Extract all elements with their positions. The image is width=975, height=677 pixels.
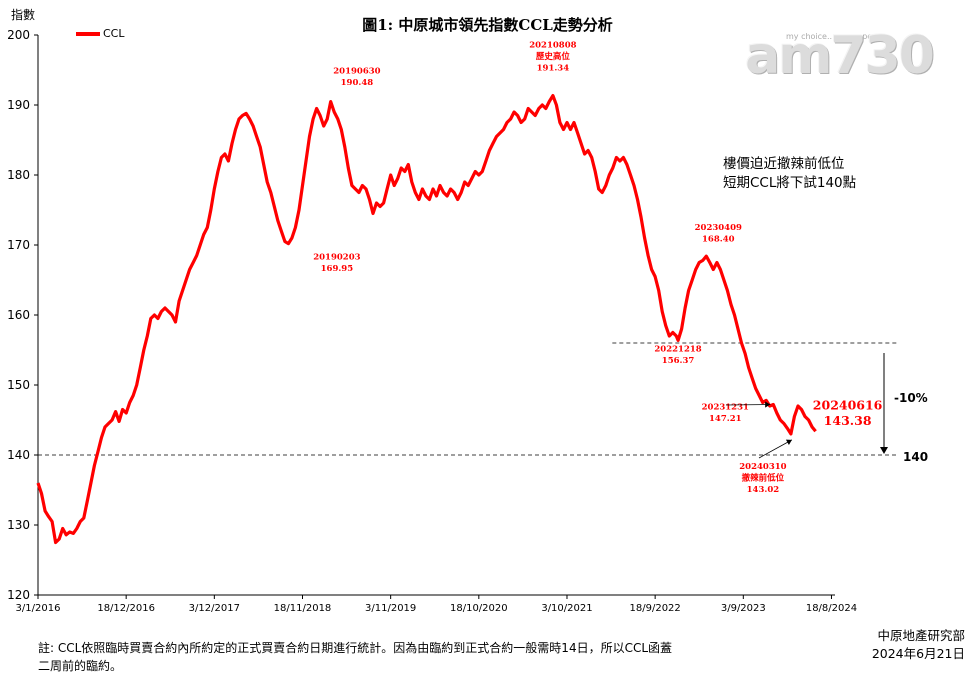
chart-title: 圖1: 中原城市領先指數CCL走勢分析 (362, 16, 613, 34)
source-block: 中原地產研究部 2024年6月21日 (872, 627, 965, 663)
annotation-label-20231231: 147.21 (709, 414, 742, 424)
x-tick-label: 18/9/2022 (630, 603, 681, 614)
y-tick-label: 140 (7, 448, 30, 462)
annotation-label-20210808: 20210808 (529, 41, 576, 51)
annotation-label-20240310: 20240310 (739, 462, 786, 472)
x-tick-label: 18/10/2020 (450, 603, 508, 614)
commentary-text: 樓價迫近撤辣前低位 短期CCL將下試140點 (723, 155, 856, 193)
annotation-label-20231231: 20231231 (702, 403, 749, 413)
reference-lines: 140 -10% (38, 342, 928, 464)
x-tick-label: 3/11/2019 (365, 603, 416, 614)
commentary-line-2: 短期CCL將下試140點 (723, 175, 857, 191)
am730-logo: am730 (745, 26, 935, 86)
annotation-label-20190630: 190.48 (341, 78, 374, 88)
logo-tagline: my choice... my paper (786, 32, 876, 41)
ref-label-140: 140 (903, 450, 928, 464)
y-tick-label: 150 (7, 378, 30, 392)
y-tick-label: 190 (7, 98, 30, 112)
chart-axes: 120 130 140 150 160 170 180 190 200 3/1/2016 18/12… (7, 28, 857, 614)
chart-legend: CCL (76, 27, 125, 40)
x-tick-label: 18/8/2024 (806, 603, 857, 614)
x-tick-label: 18/11/2018 (274, 603, 332, 614)
drop-arrow-head (880, 447, 888, 454)
x-tick-label: 3/10/2021 (541, 603, 592, 614)
annotation-label-20210808: 歷史高位 (536, 51, 571, 62)
drop-percent-label: -10% (894, 391, 928, 405)
y-tick-label: 200 (7, 28, 30, 42)
source-name: 中原地產研究部 (877, 628, 965, 643)
commentary-line-1: 樓價迫近撤辣前低位 (723, 156, 845, 172)
y-tick-label: 120 (7, 588, 30, 602)
footnote: 註: CCL依照臨時買賣合約內所約定的正式買賣合約日期進行統計。因為由臨約到正式… (38, 641, 673, 673)
annotation-label-20210808: 191.34 (537, 64, 570, 74)
annotation-label-20230409: 20230409 (695, 223, 742, 233)
series-ccl (36, 93, 817, 545)
legend-swatch-ccl (76, 31, 100, 36)
x-tick-label: 18/12/2016 (97, 603, 155, 614)
annotation-label-20221218: 20221218 (654, 344, 701, 354)
legend-label-ccl: CCL (103, 27, 125, 40)
x-tick-label: 3/12/2017 (189, 603, 240, 614)
pointer-arrow-20240310 (758, 439, 793, 459)
y-tick-label: 180 (7, 168, 30, 182)
pointer-arrow-20231231-head (765, 401, 771, 408)
pointer-arrow-20240310-head (785, 439, 792, 446)
y-tick-label: 130 (7, 518, 30, 532)
annotation-label-20190203: 20190203 (313, 252, 360, 262)
annotation-label-20190203: 169.95 (321, 264, 354, 274)
y-axis-label: 指數 (11, 8, 36, 22)
y-tick-label: 170 (7, 238, 30, 252)
x-tick-label: 3/9/2023 (721, 603, 766, 614)
annotation-label-20240616: 143.38 (824, 413, 872, 428)
annotation-label-20190630: 20190630 (333, 67, 380, 77)
annotation-label-20230409: 168.40 (702, 235, 735, 245)
source-date: 2024年6月21日 (871, 646, 965, 661)
annotation-label-20240310: 撤辣前低位 (742, 472, 785, 483)
x-tick-label: 3/1/2016 (16, 603, 61, 614)
ccl-series-line (36, 93, 817, 545)
annotation-label-20221218: 156.37 (662, 356, 695, 366)
annotation-label-20240616: 20240616 (813, 397, 883, 412)
y-tick-label: 160 (7, 308, 30, 322)
annotation-label-20240310: 143.02 (747, 485, 780, 495)
